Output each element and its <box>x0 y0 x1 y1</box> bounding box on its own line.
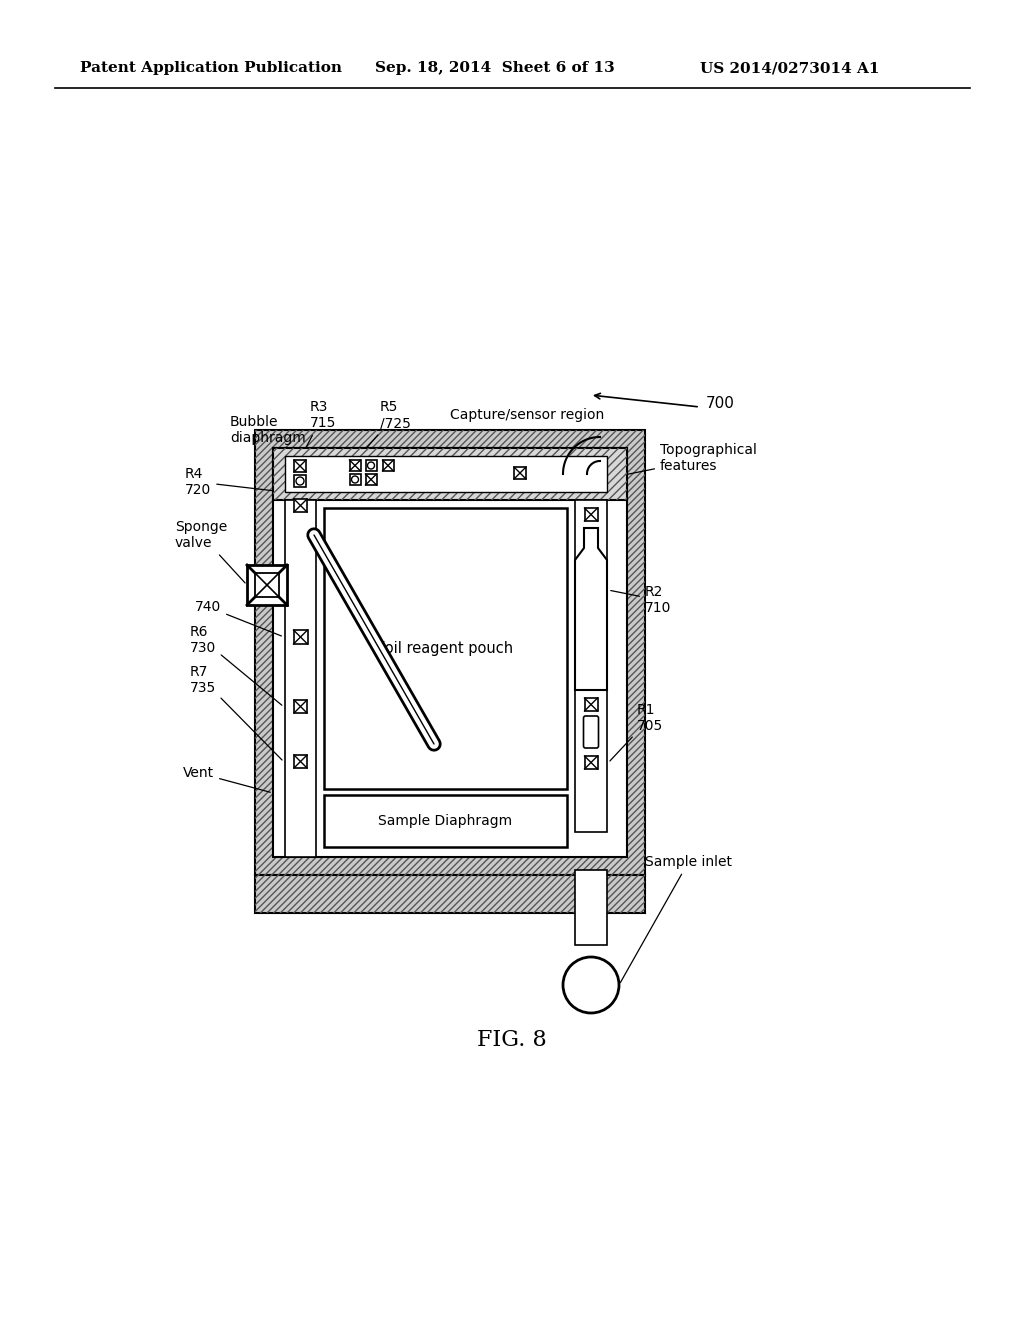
Bar <box>285 455 607 492</box>
Text: R4
720: R4 720 <box>185 467 282 498</box>
Bar <box>294 630 307 644</box>
Text: Sample Diaphragm: Sample Diaphragm <box>379 814 513 828</box>
Text: 700: 700 <box>706 396 735 411</box>
Bar <box>255 875 645 913</box>
Bar <box>575 870 607 945</box>
Text: 740: 740 <box>195 601 282 636</box>
Bar <box>585 698 597 711</box>
Bar <box>366 474 377 484</box>
Bar <box>324 795 567 847</box>
Polygon shape <box>575 528 607 690</box>
Bar <box>247 565 287 605</box>
Bar <box>585 508 597 521</box>
Circle shape <box>368 462 375 469</box>
Text: US 2014/0273014 A1: US 2014/0273014 A1 <box>700 61 880 75</box>
Bar <box>349 474 360 484</box>
Bar <box>585 756 597 770</box>
Bar <box>273 447 627 857</box>
Bar <box>273 447 627 500</box>
Bar <box>294 459 306 473</box>
Bar <box>294 475 306 487</box>
Bar <box>383 459 393 471</box>
Bar <box>575 500 607 832</box>
Bar <box>255 573 279 597</box>
Text: Foil reagent pouch: Foil reagent pouch <box>378 642 514 656</box>
Bar <box>294 499 307 512</box>
Text: Patent Application Publication: Patent Application Publication <box>80 61 342 75</box>
Bar <box>294 755 307 768</box>
Text: Bubble
diaphragm: Bubble diaphragm <box>230 414 306 453</box>
Text: Topographical
features: Topographical features <box>611 444 757 478</box>
Text: Sample inlet: Sample inlet <box>621 855 732 982</box>
Bar <box>366 459 377 471</box>
Text: R3
715: R3 715 <box>303 400 336 453</box>
Circle shape <box>563 957 618 1012</box>
Bar <box>255 430 645 875</box>
Text: R7
735: R7 735 <box>190 665 282 760</box>
FancyBboxPatch shape <box>584 715 598 748</box>
Text: Sponge
valve: Sponge valve <box>175 520 245 583</box>
Text: R6
730: R6 730 <box>190 624 282 705</box>
Bar <box>273 447 627 500</box>
Text: R5
/725: R5 /725 <box>365 400 411 450</box>
Bar <box>349 459 360 471</box>
Bar <box>514 467 526 479</box>
Bar <box>294 700 307 713</box>
Circle shape <box>296 477 304 484</box>
Text: R2
710: R2 710 <box>610 585 672 615</box>
Bar <box>255 875 645 913</box>
Bar <box>285 500 316 857</box>
Bar <box>255 430 645 875</box>
Text: Sep. 18, 2014  Sheet 6 of 13: Sep. 18, 2014 Sheet 6 of 13 <box>375 61 614 75</box>
Text: R1
705: R1 705 <box>610 702 664 760</box>
Text: Capture/sensor region: Capture/sensor region <box>450 408 604 422</box>
Bar <box>324 508 567 789</box>
Text: FIG. 8: FIG. 8 <box>477 1030 547 1051</box>
Text: Vent: Vent <box>183 766 270 792</box>
Circle shape <box>351 477 358 483</box>
